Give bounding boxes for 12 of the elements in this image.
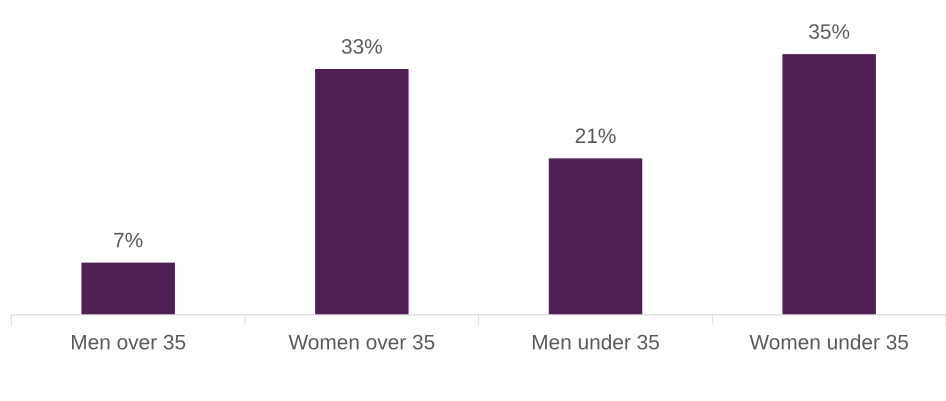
x-tick-label: Women under 35 [750,334,908,350]
x-tick-label: Men over 35 [72,334,186,350]
data-label: 33% [342,39,382,54]
bar [315,69,409,315]
data-label: 35% [809,24,850,39]
x-tick-label: Men under 35 [532,334,659,350]
bar [782,54,876,315]
bar [81,262,175,315]
bar [548,158,642,315]
data-label: 7% [114,232,142,248]
x-tick-label: Women over 35 [288,334,434,350]
data-label: 21% [576,128,616,144]
